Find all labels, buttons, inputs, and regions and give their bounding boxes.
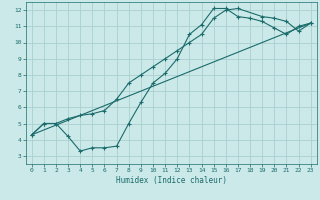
X-axis label: Humidex (Indice chaleur): Humidex (Indice chaleur) [116, 176, 227, 185]
